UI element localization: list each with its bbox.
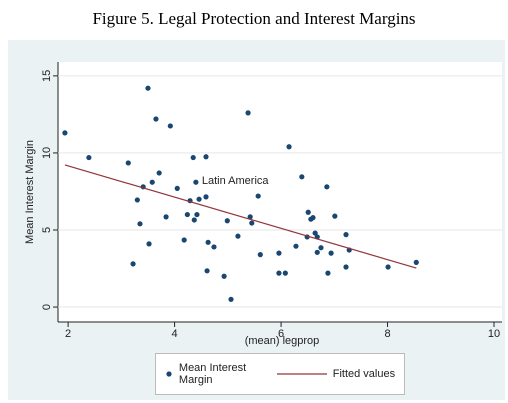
legend-symbol (276, 373, 327, 375)
point (190, 154, 196, 161)
point (245, 110, 251, 116)
y-tick-label: 0 (41, 304, 53, 310)
point (203, 154, 209, 160)
plot-area (58, 62, 502, 322)
x-axis-title: (mean) legprop (245, 335, 320, 347)
legend-item: Mean Interest Margin (165, 362, 259, 386)
point (312, 230, 318, 236)
point (203, 194, 209, 200)
point (228, 296, 234, 302)
point (167, 123, 173, 129)
point (211, 244, 217, 250)
point (343, 264, 349, 270)
point (328, 250, 334, 256)
point (156, 170, 162, 176)
point (196, 196, 202, 202)
legend: Mean Interest Margin Fitted values (155, 353, 405, 395)
x-tick-label: 8 (384, 328, 390, 340)
y-axis-title: Mean Interest Margin (24, 140, 36, 244)
point (318, 245, 324, 251)
point (86, 154, 92, 161)
point (204, 268, 210, 274)
point (194, 211, 200, 218)
point (130, 261, 136, 267)
point (153, 116, 159, 122)
point (145, 85, 151, 91)
point (255, 193, 261, 199)
point (413, 259, 419, 265)
point (235, 233, 241, 239)
point (184, 211, 190, 218)
chart-title: Figure 5. Legal Protection and Interest … (92, 9, 415, 28)
point (257, 252, 263, 258)
point (193, 179, 199, 185)
point (221, 273, 227, 279)
point (282, 270, 288, 276)
point (286, 144, 292, 150)
point (276, 270, 282, 276)
point (293, 243, 299, 249)
point (385, 264, 391, 270)
legend-label: Mean Interest Margin (178, 362, 247, 386)
point (191, 217, 197, 223)
point (224, 218, 230, 224)
point (343, 232, 349, 238)
legend-label: Fitted values (332, 368, 396, 380)
legend-symbol (166, 371, 172, 377)
point (314, 249, 320, 255)
point (310, 215, 316, 221)
point (305, 209, 311, 215)
point (149, 179, 155, 185)
point (146, 241, 152, 247)
point (247, 214, 253, 220)
point (205, 239, 211, 245)
x-tick-label: 10 (488, 328, 500, 340)
point (324, 184, 330, 190)
point (276, 250, 282, 256)
point (299, 174, 305, 180)
point (125, 160, 131, 166)
point (134, 197, 140, 203)
point (137, 221, 143, 227)
y-tick-label: 5 (41, 227, 53, 233)
fit-line (64, 164, 417, 269)
legend-item: Fitted values (276, 368, 396, 380)
point (332, 213, 338, 219)
point (174, 185, 180, 191)
point (249, 220, 255, 226)
point-label: Latin America (202, 175, 270, 187)
x-tick-label: 4 (172, 328, 178, 340)
y-tick-label: 10 (41, 147, 53, 159)
y-tick-label: 15 (41, 70, 53, 82)
point (181, 237, 187, 243)
x-tick-label: 6 (278, 328, 284, 340)
point (325, 270, 331, 276)
x-tick-label: 2 (65, 328, 71, 340)
point (62, 130, 68, 136)
point (163, 214, 169, 220)
